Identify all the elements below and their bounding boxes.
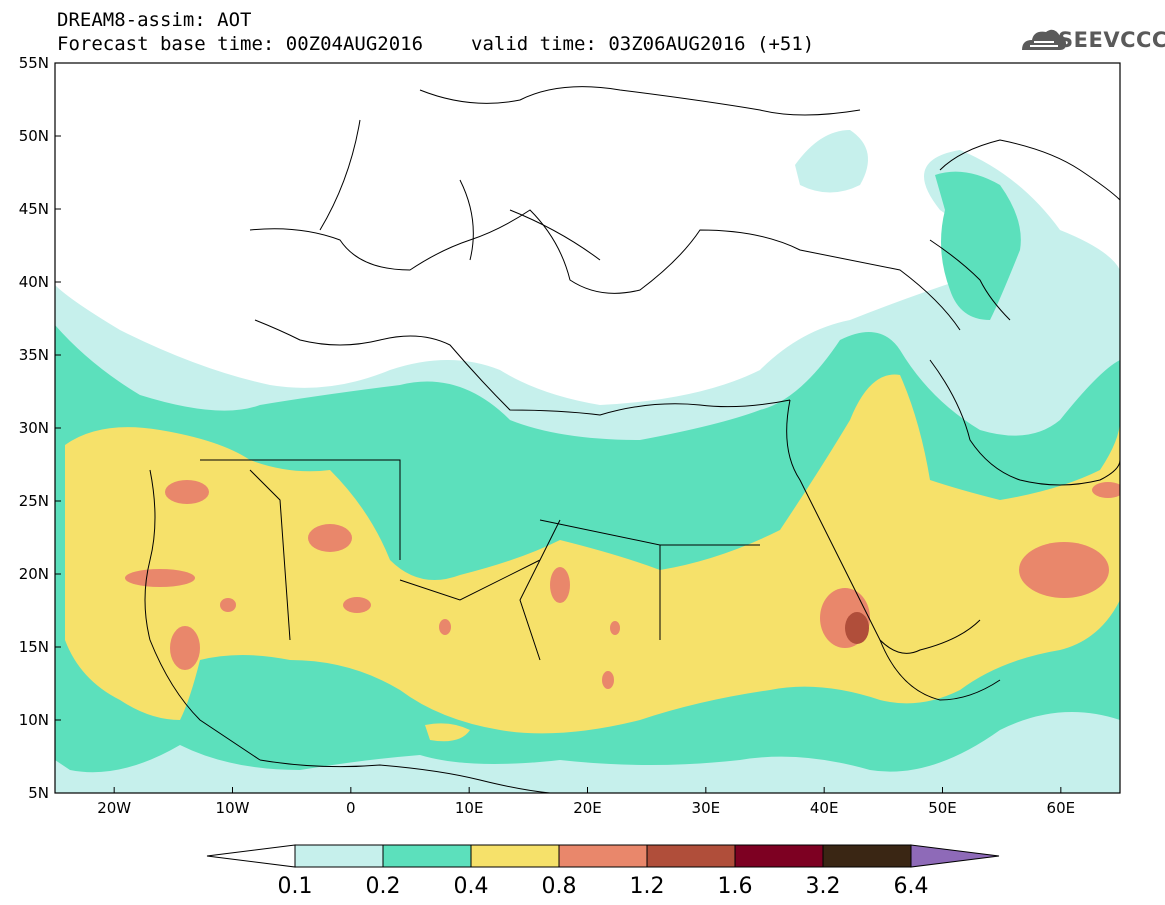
colorbar-low-arrow — [206, 844, 296, 868]
cloud-logo-icon — [1022, 29, 1066, 50]
base-time: Forecast base time: 00Z04AUG2016 — [57, 33, 424, 55]
latitude-axis: 5N 10N 15N 20N 25N 30N 35N 40N 45N 50N 55N — [19, 54, 61, 802]
lon-tick-label: 30E — [692, 799, 721, 817]
lat-tick-label: 50N — [19, 127, 49, 145]
colorbar-swatch — [470, 844, 560, 868]
lon-tick-label: 50E — [928, 799, 957, 817]
lat-tick-label: 5N — [28, 784, 49, 802]
colorbar-label: 1.2 — [630, 874, 665, 899]
colorbar-swatch — [646, 844, 736, 868]
lon-tick-label: 40E — [810, 799, 839, 817]
lat-tick-label: 40N — [19, 273, 49, 291]
lon-tick-label: 20E — [573, 799, 602, 817]
forecast-time-line: Forecast base time: 00Z04AUG2016 valid ti… — [57, 34, 814, 54]
lat-tick-label: 20N — [19, 565, 49, 583]
lat-tick-label: 30N — [19, 419, 49, 437]
colorbar-swatch — [382, 844, 472, 868]
lon-tick-label: 60E — [1047, 799, 1076, 817]
aot-level-0.8 — [125, 480, 1120, 689]
colorbar-label: 6.4 — [894, 874, 929, 899]
colorbar-high-arrow — [910, 844, 1000, 868]
lon-tick-label: 20W — [97, 799, 131, 817]
lon-tick-label: 10E — [455, 799, 484, 817]
lon-tick-label: 10W — [216, 799, 250, 817]
colorbar-label: 0.8 — [542, 874, 577, 899]
aot-fields — [55, 63, 1120, 793]
aot-level-1.2 — [845, 612, 869, 644]
colorbar-label: 0.2 — [366, 874, 401, 899]
colorbar-swatch — [558, 844, 648, 868]
colorbar-label: 0.4 — [454, 874, 489, 899]
valid-time: valid time: 03Z06AUG2016 (+51) — [471, 33, 815, 55]
lat-tick-label: 55N — [19, 54, 49, 72]
logo-text: SEEVCCC — [1058, 28, 1165, 52]
lat-tick-label: 25N — [19, 492, 49, 510]
coastlines — [144, 86, 1120, 793]
longitude-axis: 20W 10W 0 10E 20E 30E 40E 50E 60E — [97, 787, 1075, 817]
colorbar-swatch — [734, 844, 824, 868]
lat-tick-label: 45N — [19, 200, 49, 218]
lon-tick-label: 0 — [346, 799, 356, 817]
colorbar-label: 0.1 — [278, 874, 313, 899]
colorbar-label: 3.2 — [806, 874, 841, 899]
colorbar-label: 1.6 — [718, 874, 753, 899]
colorbar-swatch — [822, 844, 912, 868]
colorbar-swatch — [294, 844, 384, 868]
chart-title: DREAM8-assim: AOT — [57, 9, 252, 31]
lat-tick-label: 35N — [19, 346, 49, 364]
lat-tick-label: 15N — [19, 638, 49, 656]
lat-tick-label: 10N — [19, 711, 49, 729]
